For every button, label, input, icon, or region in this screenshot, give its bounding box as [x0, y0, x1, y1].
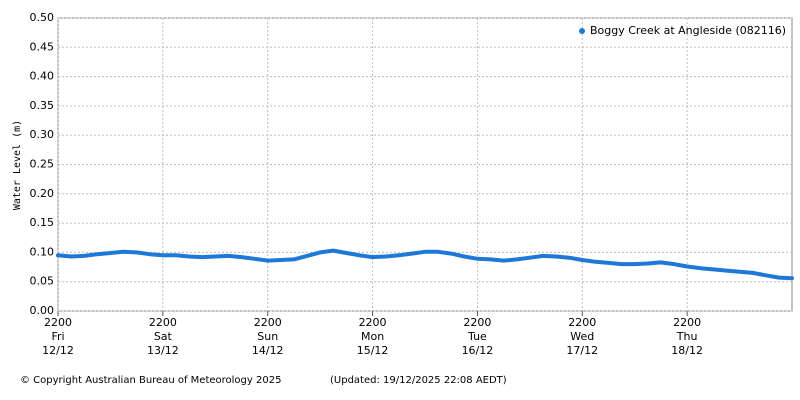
y-tick-label: 0.40	[30, 70, 55, 83]
y-tick-label: 0.10	[30, 245, 55, 258]
y-axis-label: Water Level (m)	[12, 120, 23, 210]
y-tick-label: 0.50	[30, 11, 55, 24]
y-tick-label: 0.00	[30, 304, 55, 317]
y-tick-label: 0.35	[30, 99, 55, 112]
x-tick-label: Fri	[51, 330, 64, 343]
x-tick-label: 13/12	[147, 344, 179, 357]
x-tick-label: Sat	[154, 330, 173, 343]
y-tick-label: 0.30	[30, 128, 55, 141]
x-tick-label: 2200	[149, 316, 177, 329]
x-tick-label: 12/12	[42, 344, 74, 357]
x-tick-label: 2200	[463, 316, 491, 329]
y-tick-label: 0.20	[30, 187, 55, 200]
x-tick-label: 15/12	[357, 344, 389, 357]
y-tick-label: 0.05	[30, 275, 55, 288]
y-tick-label: 0.15	[30, 216, 55, 229]
legend-marker	[579, 28, 585, 34]
x-tick-label: 2200	[673, 316, 701, 329]
x-tick-label: 14/12	[252, 344, 284, 357]
x-tick-label: Sun	[257, 330, 278, 343]
updated: (Updated: 19/12/2025 22:08 AEDT)	[330, 375, 507, 386]
x-tick-label: Mon	[361, 330, 384, 343]
x-tick-label: 2200	[568, 316, 596, 329]
x-tick-label: Thu	[676, 330, 698, 343]
x-tick-label: 2200	[359, 316, 387, 329]
legend-label: Boggy Creek at Angleside (082116)	[590, 24, 786, 37]
x-tick-label: 18/12	[671, 344, 703, 357]
x-tick-label: 17/12	[566, 344, 598, 357]
y-tick-label: 0.45	[30, 40, 55, 53]
x-tick-label: Wed	[570, 330, 594, 343]
x-tick-label: Tue	[467, 330, 487, 343]
series-line	[56, 248, 794, 281]
x-tick-label: 2200	[44, 316, 72, 329]
x-tick-label: 2200	[254, 316, 282, 329]
copyright: © Copyright Australian Bureau of Meteoro…	[20, 375, 281, 386]
x-tick-label: 16/12	[462, 344, 494, 357]
y-tick-label: 0.25	[30, 158, 55, 171]
